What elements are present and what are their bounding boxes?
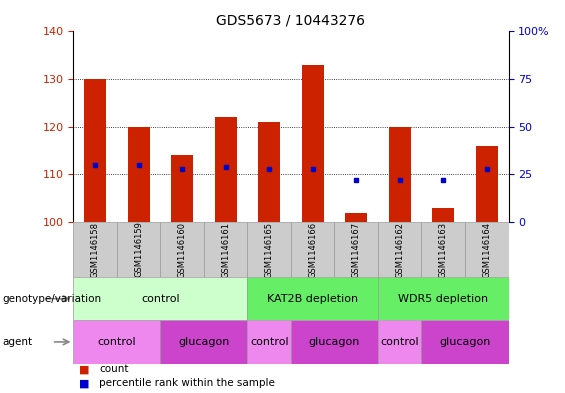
Bar bbox=[421, 222, 465, 277]
Text: glucagon: glucagon bbox=[309, 337, 360, 347]
Text: GSM1146166: GSM1146166 bbox=[308, 222, 317, 277]
Text: control: control bbox=[250, 337, 289, 347]
Bar bbox=[247, 277, 378, 320]
Text: GSM1146165: GSM1146165 bbox=[265, 222, 273, 277]
Bar bbox=[215, 117, 237, 222]
Text: GSM1146162: GSM1146162 bbox=[396, 222, 404, 277]
Bar bbox=[465, 222, 508, 277]
Bar bbox=[378, 320, 421, 364]
Bar bbox=[84, 79, 106, 222]
Bar bbox=[247, 222, 291, 277]
Text: control: control bbox=[141, 294, 180, 304]
Bar bbox=[73, 277, 247, 320]
Bar bbox=[345, 213, 367, 222]
Text: glucagon: glucagon bbox=[179, 337, 229, 347]
Text: KAT2B depletion: KAT2B depletion bbox=[267, 294, 358, 304]
Text: control: control bbox=[98, 337, 136, 347]
Bar bbox=[258, 122, 280, 222]
Bar bbox=[204, 222, 247, 277]
Bar bbox=[171, 155, 193, 222]
Text: ■: ■ bbox=[79, 378, 90, 388]
Bar bbox=[291, 222, 334, 277]
Text: GSM1146161: GSM1146161 bbox=[221, 222, 230, 277]
Text: GSM1146164: GSM1146164 bbox=[483, 222, 491, 277]
Bar bbox=[378, 277, 508, 320]
Text: GSM1146158: GSM1146158 bbox=[91, 222, 99, 277]
Text: genotype/variation: genotype/variation bbox=[3, 294, 102, 304]
Text: agent: agent bbox=[3, 337, 33, 347]
Bar bbox=[389, 127, 411, 222]
Bar bbox=[128, 127, 150, 222]
Bar bbox=[334, 222, 378, 277]
Title: GDS5673 / 10443276: GDS5673 / 10443276 bbox=[216, 13, 366, 28]
Bar bbox=[160, 320, 247, 364]
Text: percentile rank within the sample: percentile rank within the sample bbox=[99, 378, 275, 388]
Bar bbox=[117, 222, 160, 277]
Bar bbox=[378, 222, 421, 277]
Text: WDR5 depletion: WDR5 depletion bbox=[398, 294, 488, 304]
Bar bbox=[421, 320, 508, 364]
Text: ■: ■ bbox=[79, 364, 90, 375]
Text: GSM1146167: GSM1146167 bbox=[352, 222, 360, 277]
Text: GSM1146159: GSM1146159 bbox=[134, 222, 143, 277]
Bar bbox=[247, 320, 291, 364]
Text: GSM1146163: GSM1146163 bbox=[439, 222, 447, 277]
Text: glucagon: glucagon bbox=[440, 337, 490, 347]
Bar bbox=[432, 208, 454, 222]
Bar bbox=[291, 320, 378, 364]
Bar bbox=[302, 65, 324, 222]
Bar bbox=[160, 222, 204, 277]
Bar bbox=[476, 146, 498, 222]
Bar bbox=[73, 222, 117, 277]
Text: GSM1146160: GSM1146160 bbox=[178, 222, 186, 277]
Text: control: control bbox=[380, 337, 419, 347]
Bar bbox=[73, 320, 160, 364]
Text: count: count bbox=[99, 364, 128, 375]
